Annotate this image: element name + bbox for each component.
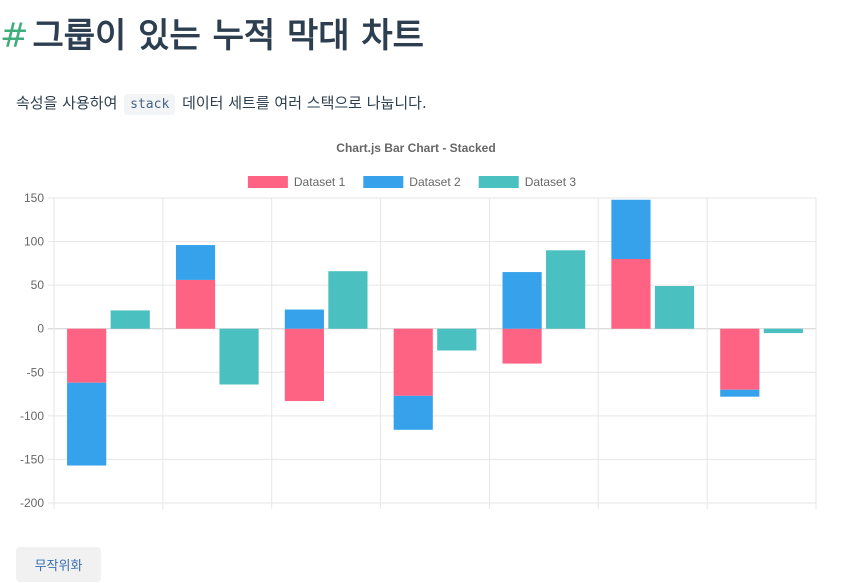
bar-dataset-1-april[interactable] — [393, 328, 433, 396]
bar-dataset-2-january[interactable] — [67, 382, 107, 466]
x-tick-label: May — [533, 514, 556, 516]
chart-title: Chart.js Bar Chart - Stacked — [336, 141, 495, 155]
page-title: # 그룹이 있는 누적 막대 차트 — [0, 8, 424, 57]
legend-swatch — [247, 176, 288, 188]
bar-dataset-2-april[interactable] — [393, 395, 433, 430]
bar-dataset-3-april[interactable] — [437, 328, 477, 351]
y-tick-label: -200 — [20, 496, 44, 510]
y-tick-label: -150 — [20, 452, 44, 466]
bar-dataset-2-may[interactable] — [502, 272, 542, 329]
bar-dataset-1-june[interactable] — [611, 259, 651, 329]
y-tick-label: -100 — [20, 409, 44, 423]
stacked-bar-chart: Chart.js Bar Chart - Stacked Dataset 1 Da… — [20, 141, 817, 516]
legend-swatch — [478, 176, 519, 188]
bar-dataset-2-june[interactable] — [611, 199, 651, 259]
stack-code: stack — [124, 94, 176, 115]
bar-dataset-1-january[interactable] — [67, 328, 107, 383]
y-tick-label: 0 — [37, 322, 44, 336]
description-before: 속성을 사용하여 — [16, 94, 118, 112]
x-tick-label: June — [640, 514, 666, 516]
legend-label: Dataset 2 — [409, 175, 461, 189]
bar-dataset-3-february[interactable] — [219, 328, 259, 385]
legend-swatch — [363, 176, 404, 188]
x-tick-label: January — [87, 514, 130, 516]
x-tick-label: July — [751, 514, 772, 516]
randomize-button[interactable]: 무작위화 — [16, 547, 101, 582]
bar-dataset-3-may[interactable] — [546, 250, 586, 329]
bar-dataset-2-march[interactable] — [284, 309, 324, 329]
bar-dataset-3-march[interactable] — [328, 271, 368, 329]
description: 속성을 사용하여 stack 데이터 세트를 여러 스택으로 나눕니다. — [16, 92, 427, 115]
description-after: 데이터 세트를 여러 스택으로 나눕니다. — [182, 94, 427, 112]
header-anchor[interactable]: # — [0, 16, 29, 56]
legend-item[interactable]: Dataset 3 — [478, 175, 577, 189]
legend-label: Dataset 1 — [294, 175, 346, 189]
y-tick-label: -50 — [27, 365, 45, 379]
bar-dataset-2-february[interactable] — [175, 245, 216, 280]
x-tick-label: April — [423, 514, 447, 516]
bar-dataset-2-july[interactable] — [720, 389, 760, 397]
y-tick-label: 50 — [31, 278, 45, 292]
chart-legend: Dataset 1 Dataset 2 Dataset 3 — [247, 175, 577, 189]
bar-dataset-1-may[interactable] — [502, 328, 542, 364]
x-tick-label: February — [193, 514, 241, 516]
bar-dataset-3-january[interactable] — [110, 310, 150, 329]
legend-label: Dataset 3 — [525, 175, 577, 189]
bar-dataset-3-july[interactable] — [763, 328, 803, 334]
page-title-text: 그룹이 있는 누적 막대 차트 — [32, 16, 424, 56]
bar-dataset-1-march[interactable] — [284, 328, 324, 402]
bar-dataset-3-june[interactable] — [654, 286, 695, 329]
chart-bars — [67, 199, 803, 466]
y-tick-label: 150 — [24, 191, 44, 205]
y-tick-label: 100 — [24, 235, 44, 249]
bar-dataset-1-july[interactable] — [720, 328, 760, 390]
bar-dataset-1-february[interactable] — [175, 279, 216, 329]
legend-item[interactable]: Dataset 1 — [247, 175, 346, 189]
chart-axis-ticks: -200 -150 -100 -50 0 50 100 150 January February M… — [20, 191, 772, 516]
legend-item[interactable]: Dataset 2 — [363, 175, 461, 189]
x-tick-label: March — [309, 514, 342, 516]
